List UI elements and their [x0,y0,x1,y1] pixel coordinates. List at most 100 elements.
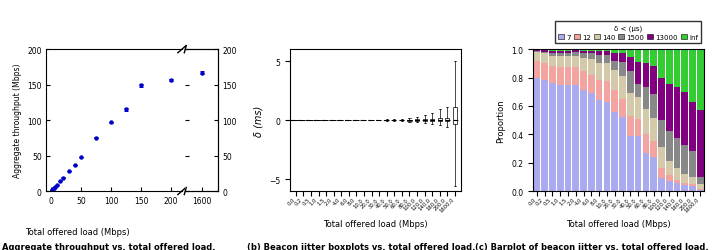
Bar [627,58,633,72]
Legend: 7, 12, 140, 1500, 13000, inf: 7, 12, 140, 1500, 13000, inf [556,22,701,44]
PathPatch shape [400,120,404,121]
Bar [674,50,681,88]
Bar [588,54,595,60]
PathPatch shape [430,119,434,122]
Bar [541,51,548,52]
Bar [573,68,579,86]
Bar [533,53,540,61]
Bar [681,186,688,191]
Bar [596,64,603,80]
Bar [651,94,657,118]
Bar [611,54,618,61]
Bar [658,50,665,78]
Bar [619,50,626,54]
Bar [603,52,611,56]
Bar [651,50,657,67]
Bar [596,56,603,64]
Bar [635,84,641,98]
Bar [581,50,587,51]
Bar [651,157,657,191]
Bar [557,54,563,57]
Bar [611,61,618,70]
Bar [681,145,688,174]
PathPatch shape [423,120,427,121]
Bar [689,50,696,102]
Bar [651,141,657,157]
Bar [689,177,696,184]
Text: (b) Beacon jitter boxplots vs. total offered load.: (b) Beacon jitter boxplots vs. total off… [247,242,475,250]
Bar [557,68,563,86]
Bar [541,54,548,64]
Bar [619,77,626,100]
Bar [541,50,548,51]
Bar [635,136,641,191]
Bar [674,184,681,191]
Bar [603,56,611,64]
Bar [627,50,633,58]
Bar [573,57,579,68]
Bar [658,178,665,191]
Bar [573,86,579,191]
PathPatch shape [385,120,389,121]
Bar [596,50,603,52]
Bar [635,119,641,136]
PathPatch shape [408,120,412,121]
Bar [533,52,540,53]
Bar [611,70,618,91]
Bar [588,52,595,54]
Bar [658,78,665,120]
Bar [635,50,641,63]
Bar [603,82,611,102]
Bar [611,91,618,113]
Bar [658,168,665,178]
PathPatch shape [393,120,396,121]
Bar [627,137,633,191]
Bar [627,72,633,94]
Bar [565,54,571,57]
Bar [635,98,641,119]
PathPatch shape [445,119,450,122]
PathPatch shape [438,119,442,122]
Bar [643,135,649,154]
Bar [596,80,603,101]
Text: (c) Barplot of beacon jitter vs. total offered load.: (c) Barplot of beacon jitter vs. total o… [475,242,709,250]
Bar [588,94,595,191]
Bar [689,152,696,177]
Bar [697,177,704,184]
Bar [674,169,681,180]
Bar [689,102,696,152]
Bar [658,120,665,148]
Bar [565,50,571,52]
Bar [697,189,704,190]
Bar [549,84,556,191]
Bar [533,50,540,51]
Bar [666,131,673,162]
Bar [697,184,704,189]
Bar [557,50,563,52]
Bar [573,53,579,57]
Bar [549,56,556,66]
Y-axis label: δ (ms): δ (ms) [253,105,263,136]
Bar [619,118,626,191]
Bar [541,64,548,81]
Bar [581,59,587,72]
Bar [565,57,571,68]
PathPatch shape [415,120,419,121]
Text: Aggregate throughput vs. total offered load.: Aggregate throughput vs. total offered l… [2,242,216,250]
Bar [588,50,595,51]
PathPatch shape [453,108,457,125]
Bar [651,67,657,94]
Bar [651,118,657,141]
Bar [573,50,579,51]
Bar [619,100,626,118]
Bar [549,54,556,56]
Bar [557,86,563,191]
Bar [549,52,556,54]
Bar [611,50,618,54]
Bar [666,50,673,84]
Bar [666,181,673,191]
Bar [619,63,626,77]
Bar [541,52,548,54]
Bar [596,101,603,191]
Bar [666,84,673,131]
